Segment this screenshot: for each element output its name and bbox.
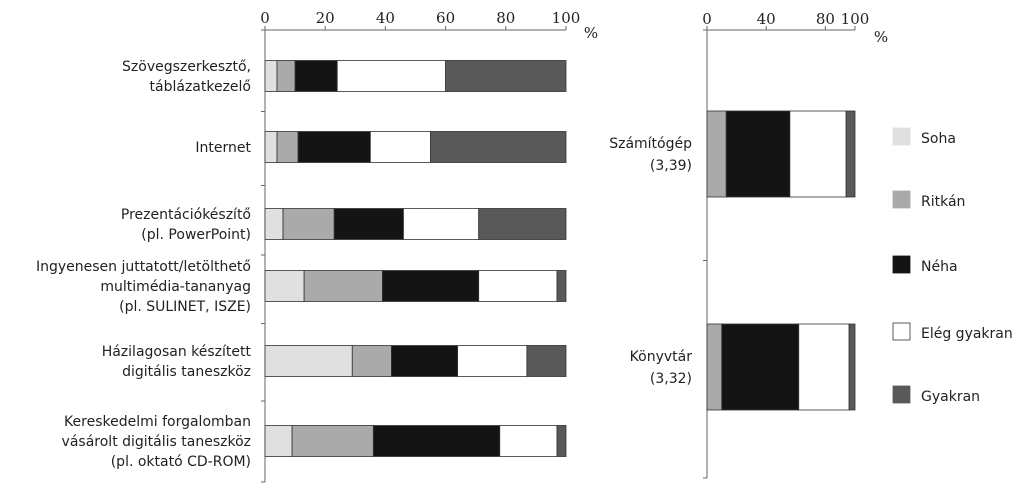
- bar-segment-neha: [333, 208, 404, 240]
- bar-segment-soha: [264, 425, 293, 457]
- legend-label-ritkan: Ritkán: [921, 194, 965, 210]
- category-label: (3,32): [650, 371, 692, 387]
- x-tick-label: 60: [436, 9, 455, 27]
- category-label: (pl. SULINET, ISZE): [119, 299, 251, 315]
- bar-segment-gyakran: [478, 208, 567, 240]
- category-label: Ingyenesen juttatott/letölthető: [36, 259, 251, 275]
- category-label: Házilagosan készített: [102, 344, 252, 360]
- bar-segment-neha: [297, 131, 371, 163]
- bar-segment-gyakran: [556, 425, 567, 457]
- bar-segment-neha: [294, 60, 338, 92]
- category-label: Szövegszerkesztő,: [122, 59, 251, 75]
- x-tick-label: 0: [702, 10, 712, 28]
- bar-segment-neha: [372, 425, 501, 457]
- bar-segment-neha: [725, 110, 791, 198]
- bar-segment-eleg-gyakran: [798, 323, 850, 411]
- bar-segment-gyakran: [526, 345, 567, 377]
- bar-segment-ritkan: [303, 270, 383, 302]
- category-label: Számítógép: [609, 136, 692, 152]
- legend-label-soha: Soha: [921, 131, 956, 147]
- bar-segment-eleg-gyakran: [336, 60, 446, 92]
- legend-swatch-soha: [892, 127, 911, 146]
- category-label: vásárolt digitális taneszköz: [62, 434, 251, 450]
- bar-segment-ritkan: [276, 60, 296, 92]
- bar-segment-eleg-gyakran: [403, 208, 480, 240]
- bar-segment-eleg-gyakran: [789, 110, 847, 198]
- bar-segment-soha: [264, 345, 353, 377]
- category-label: táblázatkezelő: [150, 79, 251, 95]
- bar-segment-gyakran: [848, 323, 856, 411]
- bar-segment-eleg-gyakran: [457, 345, 528, 377]
- bar-segment-soha: [264, 131, 278, 163]
- bar-segment-soha: [264, 270, 305, 302]
- category-label: (pl. oktató CD-ROM): [111, 454, 251, 470]
- x-tick-label: 20: [316, 9, 335, 27]
- category-label: multimédia-tananyag: [100, 279, 251, 295]
- bar-segment-gyakran: [430, 131, 567, 163]
- bar-segment-ritkan: [351, 345, 392, 377]
- x-tick-label: 40: [376, 9, 395, 27]
- bar-segment-ritkan: [282, 208, 335, 240]
- legend-swatch-neha: [892, 255, 911, 274]
- bar-segment-neha: [391, 345, 459, 377]
- x-tick-label: 40: [757, 10, 776, 28]
- legend-label-neha: Néha: [921, 259, 958, 275]
- x-tick-label: 100: [552, 9, 581, 27]
- category-label: (pl. PowerPoint): [141, 227, 251, 243]
- bar-segment-soha: [264, 208, 284, 240]
- x-tick-label: 80: [496, 9, 515, 27]
- category-label: Internet: [195, 140, 251, 156]
- x-tick-label: 80: [816, 10, 835, 28]
- bar-segment-gyakran: [845, 110, 856, 198]
- category-label: Prezentációkészítő: [121, 207, 251, 223]
- bar-segment-eleg-gyakran: [499, 425, 558, 457]
- x-tick-label: 100: [841, 10, 870, 28]
- legend-label-eleg-gyakran: Elég gyakran: [921, 326, 1013, 342]
- unit-label: %: [874, 28, 888, 46]
- legend-swatch-eleg-gyakran: [892, 322, 911, 341]
- bar-segment-ritkan: [276, 131, 299, 163]
- bar-segment-soha: [264, 60, 278, 92]
- legend-swatch-ritkan: [892, 190, 911, 209]
- bar-segment-neha: [381, 270, 480, 302]
- bar-segment-ritkan: [706, 110, 727, 198]
- category-label: Könyvtár: [630, 349, 693, 365]
- bar-segment-ritkan: [706, 323, 723, 411]
- legend-swatch-gyakran: [892, 385, 911, 404]
- bar-segment-gyakran: [445, 60, 567, 92]
- bar-segment-eleg-gyakran: [369, 131, 431, 163]
- bar-segment-eleg-gyakran: [478, 270, 558, 302]
- legend-label-gyakran: Gyakran: [921, 389, 980, 405]
- bar-segment-ritkan: [291, 425, 374, 457]
- unit-label: %: [584, 24, 598, 42]
- category-label: Kereskedelmi forgalomban: [64, 414, 251, 430]
- bar-segment-neha: [721, 323, 800, 411]
- category-label: digitális taneszköz: [122, 364, 251, 380]
- category-label: (3,39): [650, 158, 692, 174]
- x-tick-label: 0: [260, 9, 270, 27]
- bar-segment-gyakran: [556, 270, 567, 302]
